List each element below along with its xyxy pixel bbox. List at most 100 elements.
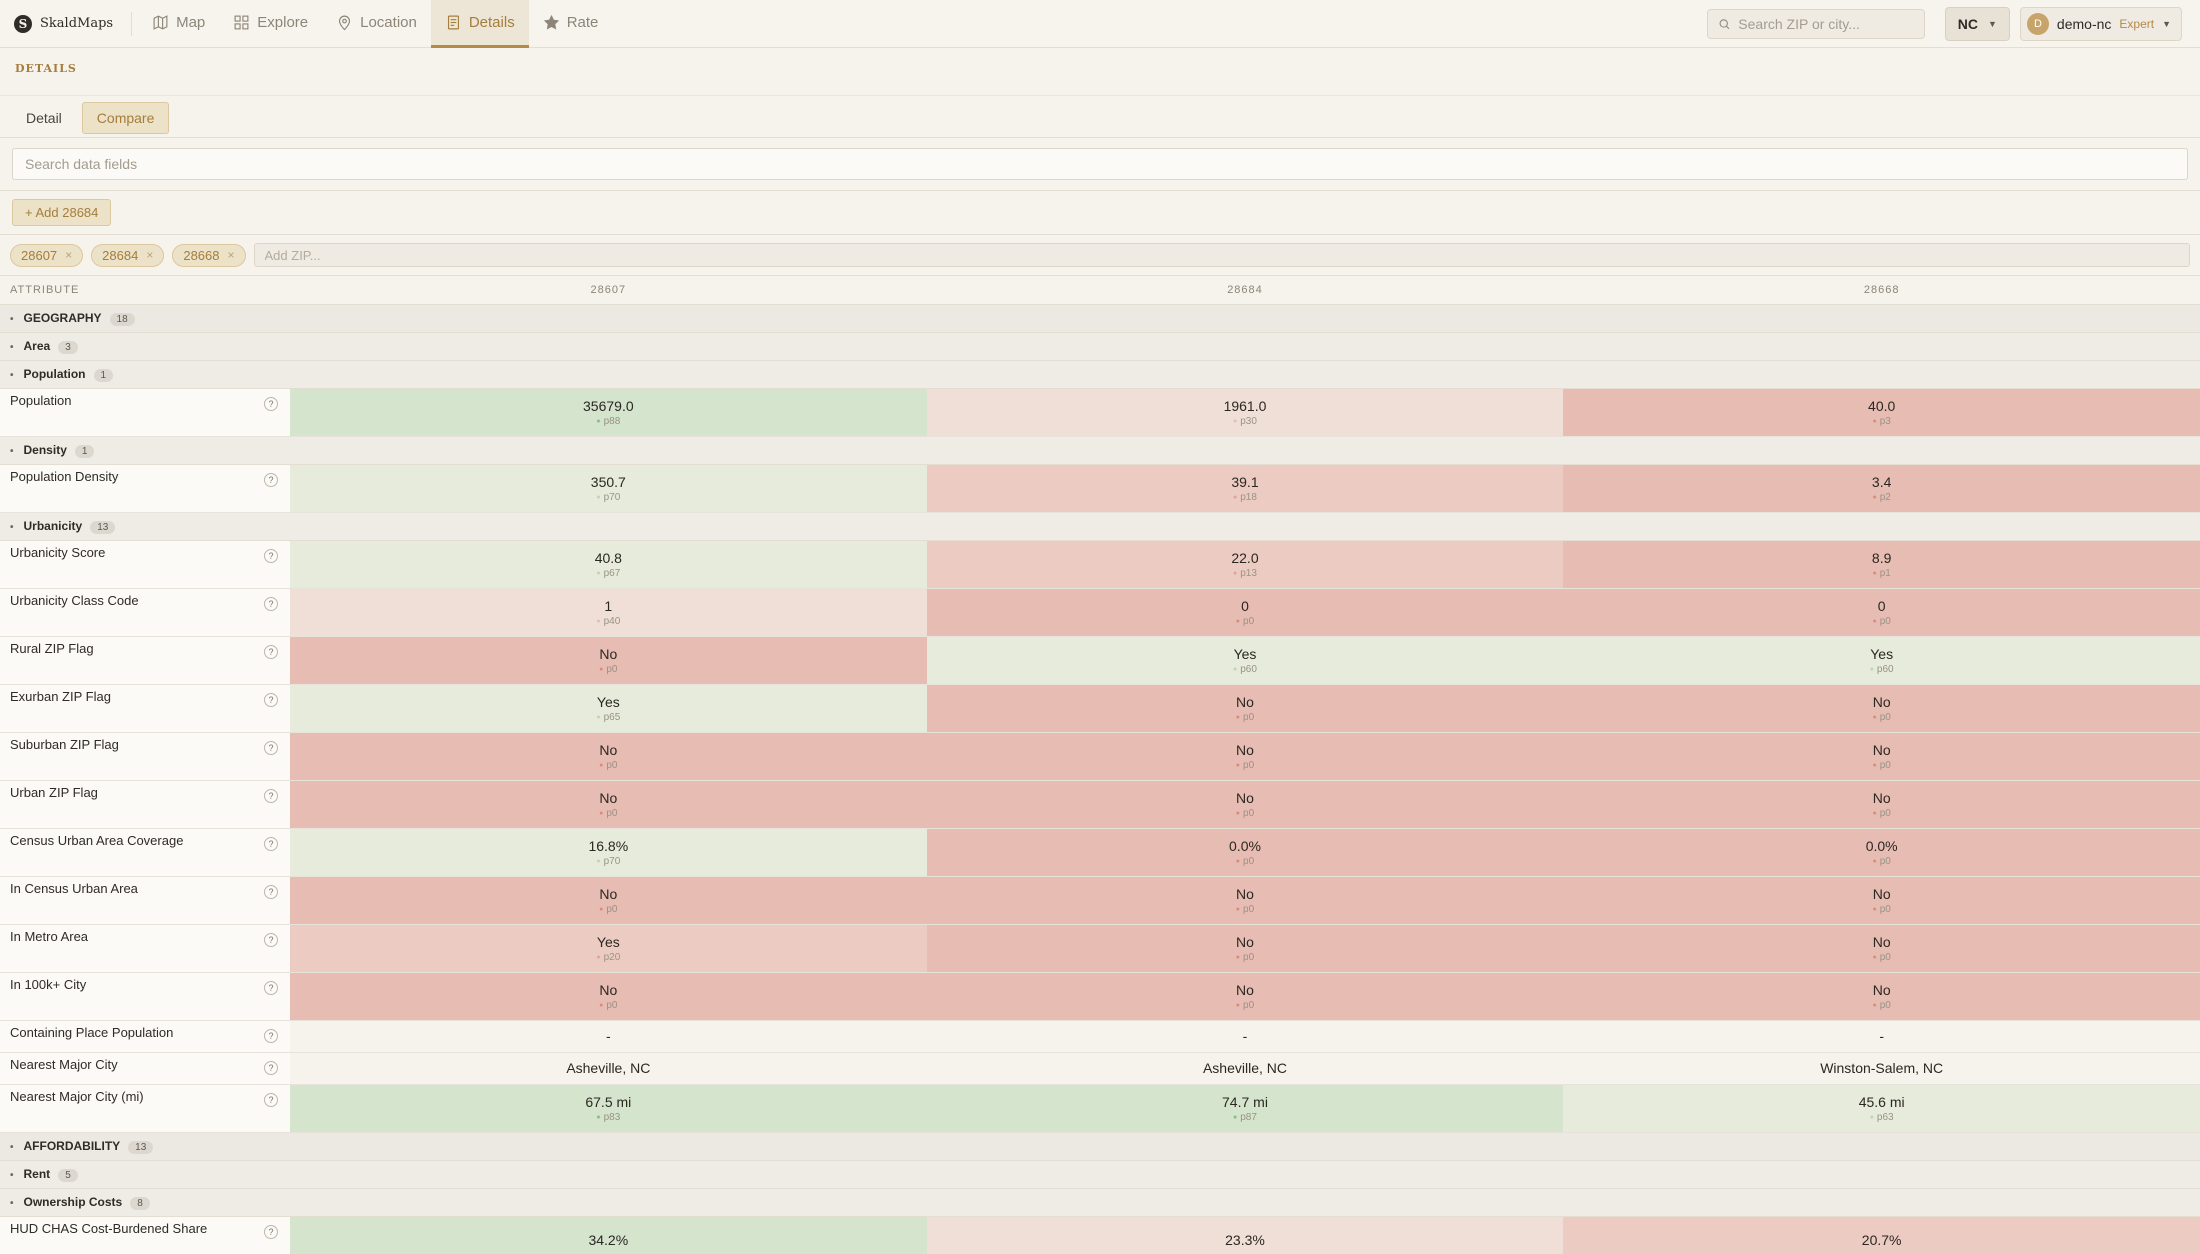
cell-value: 22.0	[1231, 549, 1259, 566]
help-icon[interactable]: ?	[264, 596, 278, 611]
group-header-row[interactable]: • GEOGRAPHY 18	[0, 304, 2200, 333]
attribute-cell: In Census Urban Area?	[0, 876, 290, 925]
pin-icon	[336, 14, 353, 31]
zip-city-search-input[interactable]	[1738, 15, 1914, 32]
cell-value: Yes	[1233, 645, 1257, 662]
cell-value: 0.0%	[1229, 837, 1261, 854]
nav-rate[interactable]: Rate	[529, 0, 613, 48]
help-icon[interactable]: ?	[264, 644, 278, 659]
tab-detail[interactable]: Detail	[26, 109, 62, 126]
help-icon[interactable]: ?	[264, 740, 278, 755]
cell-value: No	[1872, 741, 1891, 758]
subgroup-header-row[interactable]: • Density 1	[0, 436, 2200, 465]
help-icon[interactable]: ?	[264, 836, 278, 851]
help-icon[interactable]: ?	[264, 884, 278, 899]
bullet-icon[interactable]: •	[10, 369, 14, 381]
help-icon[interactable]: ?	[264, 692, 278, 707]
value-cell: 45.6 mi p63	[1563, 1084, 2200, 1133]
add-zip-input[interactable]	[253, 243, 2190, 267]
subgroup-header-row[interactable]: • Area 3	[0, 332, 2200, 361]
add-zip-button[interactable]: + Add 28684	[12, 199, 112, 226]
subgroup-header-row[interactable]: • Urbanicity 13	[0, 512, 2200, 541]
cell-value: No	[1236, 981, 1254, 998]
help-icon[interactable]: ?	[264, 1092, 278, 1107]
group-label: Area	[23, 338, 51, 353]
zip-chip[interactable]: 28607 ×	[10, 243, 84, 267]
cell-value: 0	[1877, 597, 1886, 614]
zip-city-search[interactable]	[1706, 8, 1925, 39]
percentile-label: p0	[927, 1000, 1564, 1011]
help-icon[interactable]: ?	[264, 472, 278, 487]
zip-chip[interactable]: 28684 ×	[91, 243, 165, 267]
percentile-label: p63	[1563, 1112, 2200, 1123]
bullet-icon[interactable]: •	[10, 313, 14, 325]
count-badge: 8	[130, 1196, 150, 1210]
state-select[interactable]: NC ▼	[1944, 6, 2010, 41]
table-row: Population? 35679.0 p88 1961.0 p30 40.0 p3	[0, 388, 2200, 437]
group-header-row[interactable]: • AFFORDABILITY 13	[0, 1132, 2200, 1161]
bullet-icon[interactable]: •	[10, 1197, 14, 1209]
cell-value: No	[1872, 933, 1891, 950]
count-badge: 18	[109, 312, 135, 326]
cell-value: 1961.0	[1223, 397, 1267, 414]
value-cell: 40.8 p67	[290, 540, 927, 589]
bullet-icon[interactable]: •	[10, 1169, 14, 1181]
value-cell: 8.9p1	[1563, 540, 2200, 589]
data-field-search-input[interactable]	[12, 148, 2188, 180]
subgroup-header-row[interactable]: • Ownership Costs 8	[0, 1188, 2200, 1217]
value-cell: No p0	[926, 684, 1564, 733]
zip-chip[interactable]: 28668 ×	[172, 243, 246, 267]
bullet-icon[interactable]: •	[10, 1141, 14, 1153]
help-icon[interactable]: ?	[264, 1028, 278, 1043]
nav-details[interactable]: Details	[430, 0, 529, 48]
help-icon[interactable]: ?	[264, 548, 278, 563]
help-icon[interactable]: ?	[264, 396, 278, 411]
bullet-icon[interactable]: •	[10, 521, 14, 533]
value-cell: 35679.0 p88	[290, 388, 927, 437]
table-row: Containing Place Population? - - -	[0, 1020, 2200, 1053]
attribute-label: In 100k+ City	[10, 976, 87, 992]
subgroup-header-row[interactable]: • Rent 5	[0, 1160, 2200, 1189]
value-cell: 40.0 p3	[1563, 388, 2200, 437]
attribute-cell: In Metro Area?	[0, 924, 290, 973]
brand[interactable]: S SkaldMaps	[14, 11, 133, 36]
value-cell: 0.0% p0	[926, 828, 1564, 877]
help-icon[interactable]: ?	[264, 980, 278, 995]
table-row: HUD CHAS Cost-Burdened Share? 34.2% 23.3% 2…	[0, 1216, 2200, 1254]
group-label: Ownership Costs	[23, 1194, 123, 1209]
user-menu[interactable]: D demo-nc Expert ▼	[2019, 6, 2182, 41]
close-icon[interactable]: ×	[65, 248, 73, 262]
count-badge: 1	[74, 444, 95, 458]
nav-map[interactable]: Map	[138, 0, 219, 48]
attribute-label: Nearest Major City (mi)	[10, 1088, 144, 1104]
attribute-label: Population	[10, 392, 72, 408]
help-icon[interactable]: ?	[264, 1060, 278, 1075]
count-badge: 13	[128, 1140, 154, 1154]
attribute-cell: Nearest Major City?	[0, 1052, 290, 1085]
bullet-icon[interactable]: •	[10, 341, 14, 353]
cell-value: No	[1236, 693, 1254, 710]
tab-compare[interactable]: Compare	[81, 101, 170, 134]
help-icon[interactable]: ?	[264, 1224, 278, 1239]
group-label: GEOGRAPHY	[23, 310, 102, 325]
bullet-icon[interactable]: •	[10, 445, 14, 457]
close-icon[interactable]: ×	[146, 248, 154, 262]
percentile-label: p18	[927, 492, 1564, 503]
group-label: Urbanicity	[23, 518, 83, 533]
close-icon[interactable]: ×	[227, 248, 235, 262]
cell-value: No	[1872, 693, 1891, 710]
value-cell: No p0	[1563, 684, 2200, 733]
value-cell: 1p40	[290, 588, 927, 637]
cell-value: Yes	[1870, 645, 1894, 662]
value-cell: 23.3%	[926, 1216, 1564, 1254]
value-cell: No p0	[290, 972, 927, 1021]
help-icon[interactable]: ?	[264, 788, 278, 803]
nav-label: Rate	[566, 13, 599, 31]
count-badge: 3	[58, 340, 78, 354]
group-label: AFFORDABILITY	[23, 1138, 121, 1153]
nav-location[interactable]: Location	[322, 0, 431, 48]
nav-explore[interactable]: Explore	[219, 0, 322, 48]
help-icon[interactable]: ?	[264, 932, 278, 947]
zip-chip-label: 28607	[21, 247, 58, 263]
subgroup-header-row[interactable]: • Population 1	[0, 360, 2200, 389]
